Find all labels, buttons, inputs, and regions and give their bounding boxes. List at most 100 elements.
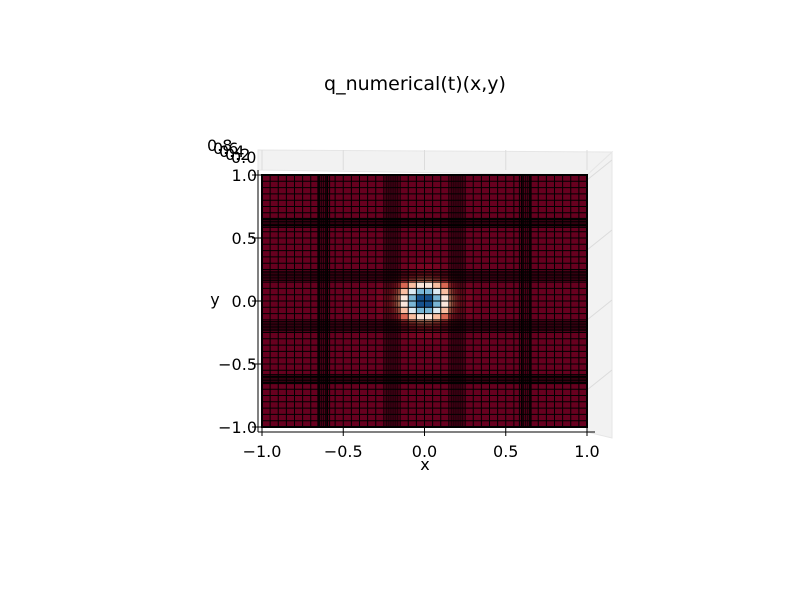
surface-cell	[570, 263, 580, 270]
surface-cell	[448, 324, 452, 327]
surface-cell	[562, 364, 572, 371]
surface-cell	[448, 401, 452, 409]
surface-cell	[319, 221, 323, 224]
surface-cell	[278, 200, 287, 207]
surface-cell	[416, 395, 425, 403]
surface-cell	[457, 294, 460, 302]
surface-cell	[395, 288, 399, 296]
surface-cell	[554, 238, 564, 245]
surface-cell	[408, 321, 417, 324]
surface-cell	[432, 319, 442, 323]
surface-cell	[359, 301, 369, 308]
surface-cell	[294, 280, 304, 283]
surface-cell	[386, 263, 389, 270]
surface-cell	[448, 221, 452, 224]
surface-cell	[395, 377, 399, 380]
surface-cell	[451, 212, 454, 219]
x-tick-label: −1.0	[243, 442, 282, 461]
surface-cell	[481, 181, 490, 188]
surface-cell	[578, 332, 588, 340]
surface-cell	[375, 277, 385, 280]
surface-cell	[497, 330, 507, 333]
surface-cell	[319, 219, 323, 222]
surface-cell	[390, 256, 393, 264]
surface-cell	[497, 379, 507, 382]
surface-cell	[448, 329, 452, 332]
surface-cell	[523, 222, 526, 225]
surface-cell	[359, 175, 369, 182]
surface-cell	[408, 212, 417, 219]
surface-cell	[432, 374, 442, 377]
surface-cell	[270, 263, 279, 270]
surface-cell	[286, 351, 295, 359]
surface-cell	[335, 221, 344, 224]
surface-cell	[302, 225, 312, 228]
surface-cell	[570, 221, 580, 224]
surface-cell	[554, 278, 564, 281]
surface-cell	[270, 379, 279, 382]
surface-cell	[321, 395, 325, 403]
surface-cell	[294, 326, 304, 329]
surface-cell	[554, 200, 564, 207]
surface-cell	[393, 227, 397, 233]
surface-cell	[383, 327, 387, 330]
surface-cell	[392, 377, 395, 380]
surface-cell	[286, 323, 295, 326]
pane-gridline	[586, 299, 613, 321]
surface-cell	[386, 324, 389, 327]
surface-cell	[451, 294, 454, 302]
surface-cell	[323, 193, 327, 201]
surface-cell	[351, 326, 360, 329]
surface-cell	[453, 380, 456, 383]
surface-cell	[525, 221, 528, 224]
surface-cell	[319, 231, 323, 239]
surface-cell	[525, 282, 528, 289]
surface-cell	[392, 313, 395, 321]
surface-cell	[400, 307, 409, 314]
surface-cell	[262, 332, 271, 340]
surface-cell	[327, 294, 330, 302]
surface-cell	[546, 175, 555, 182]
surface-cell	[513, 307, 520, 314]
surface-cell	[395, 395, 399, 403]
surface-cell	[578, 364, 588, 371]
surface-cell	[262, 250, 271, 258]
surface-cell	[294, 269, 304, 272]
surface-cell	[489, 231, 499, 239]
surface-cell	[465, 212, 474, 219]
surface-cell	[390, 278, 393, 281]
surface-cell	[523, 420, 526, 428]
pane-gridlines	[261, 150, 613, 391]
surface-cell	[440, 269, 450, 272]
surface-cell	[523, 307, 526, 314]
surface-cell	[400, 282, 409, 289]
surface-cell	[562, 181, 572, 188]
surface-cell	[531, 323, 539, 326]
surface-cell	[416, 345, 425, 352]
surface-cell	[335, 301, 344, 308]
surface-cell	[390, 250, 393, 258]
surface-cell	[319, 280, 323, 283]
surface-cell	[432, 370, 442, 375]
surface-cell	[359, 263, 369, 270]
surface-cell	[432, 238, 442, 245]
surface-cell	[473, 414, 482, 422]
surface-cell	[570, 389, 580, 396]
surface-cell	[294, 332, 304, 340]
surface-cell	[424, 269, 434, 272]
surface-cell	[513, 326, 520, 329]
z-tick-label: 0.8	[207, 136, 232, 155]
surface-cell	[473, 238, 482, 245]
surface-cell	[343, 225, 352, 228]
surface-cell	[383, 272, 387, 275]
surface-cell	[302, 307, 312, 314]
surface-cell	[323, 395, 327, 403]
surface-cell	[278, 225, 287, 228]
surface-cell	[497, 301, 507, 308]
surface-cell	[424, 200, 434, 207]
surface-cell	[538, 193, 547, 201]
surface-cell	[497, 272, 507, 275]
surface-cell	[359, 326, 369, 329]
surface-cell	[546, 282, 555, 289]
surface-cell	[458, 238, 462, 245]
